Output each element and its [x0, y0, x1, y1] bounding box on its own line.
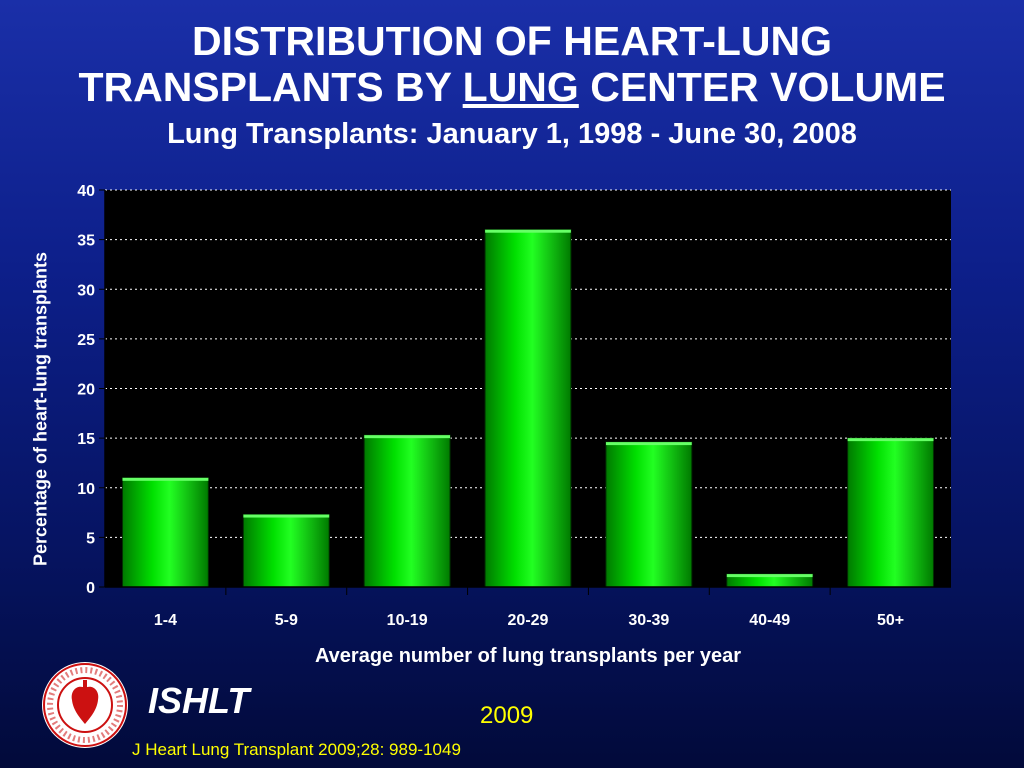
- x-tick-label: 30-39: [628, 612, 669, 629]
- x-tick-label: 5-9: [275, 612, 298, 629]
- org-name: ISHLT: [148, 680, 250, 721]
- bar-top-highlight: [485, 229, 571, 233]
- y-tick-label: 0: [86, 580, 95, 597]
- x-tick-label: 20-29: [508, 612, 549, 629]
- title-line-1: DISTRIBUTION OF HEART-LUNG: [191, 18, 833, 64]
- bar: [363, 434, 451, 588]
- x-tick-label: 1-4: [154, 612, 177, 629]
- bar-top-highlight: [726, 574, 813, 578]
- bar: [605, 441, 693, 588]
- title-line-2: TRANSPLANTS BY LUNG CENTER VOLUME: [0, 64, 1024, 110]
- y-tick-label: 15: [77, 431, 95, 448]
- y-tick-label: 40: [77, 183, 95, 200]
- bar: [122, 477, 209, 588]
- x-tick-label: 50+: [877, 612, 904, 629]
- bar: [484, 229, 572, 588]
- year: 2009: [480, 702, 534, 729]
- title-line-2-post: CENTER VOLUME: [578, 64, 946, 110]
- bar-top-highlight: [243, 514, 330, 518]
- y-tick-label: 35: [77, 233, 95, 250]
- slide-subtitle: Lung Transplants: January 1, 1998 - June…: [167, 118, 857, 150]
- y-tick-label: 10: [77, 481, 95, 498]
- x-tick-label: 40-49: [749, 612, 790, 629]
- x-axis-label: Average number of lung transplants per y…: [314, 645, 742, 667]
- title-line-2-underlined: LUNG: [462, 64, 579, 110]
- bar-top-highlight: [364, 435, 451, 439]
- y-tick-label: 5: [86, 530, 95, 547]
- ishlt-logo-icon: [42, 662, 128, 748]
- bar: [242, 514, 330, 588]
- bar-top-highlight: [605, 442, 692, 446]
- title-line-2-pre: TRANSPLANTS BY: [78, 64, 463, 110]
- x-tick-label: 10-19: [387, 612, 428, 629]
- bar-top-highlight: [122, 477, 209, 481]
- bar-top-highlight: [847, 438, 934, 442]
- slide-title: DISTRIBUTION OF HEART-LUNG TRANSPLANTS B…: [0, 18, 1024, 110]
- citation: J Heart Lung Transplant 2009;28: 989-104…: [132, 740, 461, 759]
- y-axis-label: Percentage of heart-lung transplants: [30, 251, 51, 567]
- y-tick-label: 30: [77, 282, 95, 299]
- bar: [847, 437, 934, 588]
- y-tick-label: 25: [77, 332, 95, 349]
- y-tick-label: 20: [77, 382, 95, 399]
